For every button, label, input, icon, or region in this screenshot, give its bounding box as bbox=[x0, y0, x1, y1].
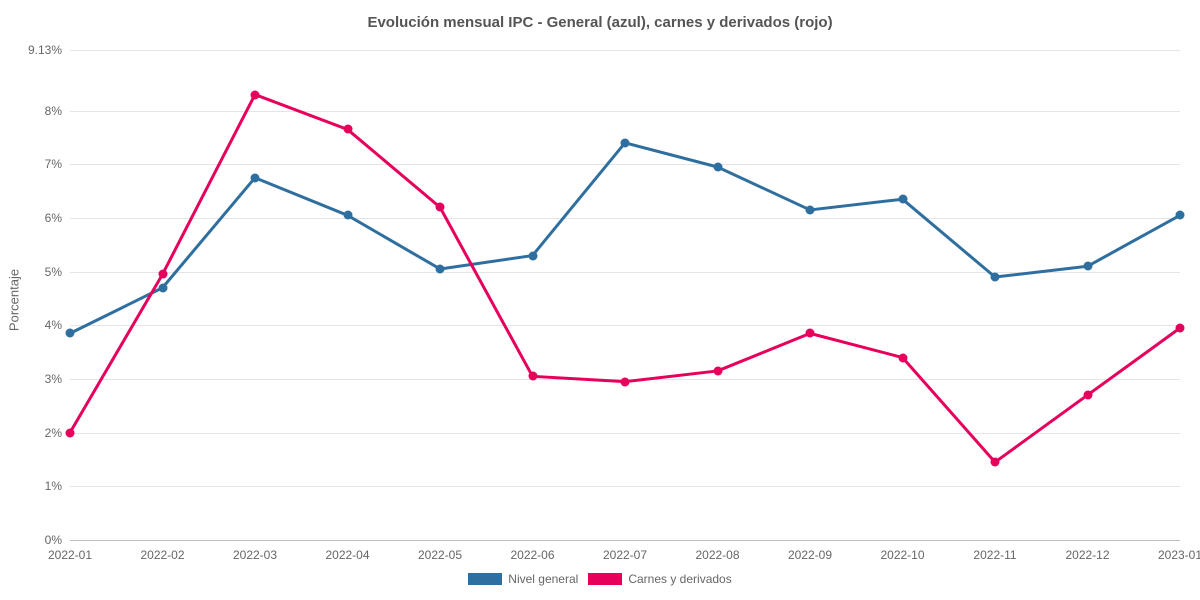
legend: Nivel general Carnes y derivados bbox=[0, 572, 1200, 586]
x-tick-label: 2022-10 bbox=[880, 540, 924, 562]
y-tick-label: 7% bbox=[45, 157, 70, 171]
x-axis-line bbox=[70, 540, 1180, 541]
y-tick-label: 1% bbox=[45, 479, 70, 493]
y-axis-label: Porcentaje bbox=[7, 269, 22, 331]
legend-label: Nivel general bbox=[508, 572, 578, 586]
x-tick-label: 2022-07 bbox=[603, 540, 647, 562]
legend-swatch bbox=[468, 573, 502, 585]
data-point bbox=[66, 428, 75, 437]
x-tick-label: 2022-09 bbox=[788, 540, 832, 562]
data-point bbox=[343, 125, 352, 134]
chart-title: Evolución mensual IPC - General (azul), … bbox=[0, 14, 1200, 31]
x-tick-label: 2022-11 bbox=[973, 540, 1016, 562]
y-tick-label: 5% bbox=[45, 265, 70, 279]
x-tick-label: 2022-06 bbox=[510, 540, 554, 562]
plot-area: 0%1%2%3%4%5%6%7%8%9.13%2022-012022-02202… bbox=[70, 50, 1180, 540]
x-tick-label: 2022-01 bbox=[48, 540, 92, 562]
x-tick-label: 2023-01 bbox=[1158, 540, 1200, 562]
data-point bbox=[528, 372, 537, 381]
chart-container: Evolución mensual IPC - General (azul), … bbox=[0, 0, 1200, 600]
data-point bbox=[436, 203, 445, 212]
legend-swatch bbox=[588, 573, 622, 585]
x-tick-label: 2022-03 bbox=[233, 540, 277, 562]
data-point bbox=[713, 366, 722, 375]
data-point bbox=[898, 353, 907, 362]
y-tick-label: 8% bbox=[45, 104, 70, 118]
legend-label: Carnes y derivados bbox=[628, 572, 731, 586]
data-point bbox=[621, 377, 630, 386]
data-point bbox=[251, 90, 260, 99]
legend-item: Carnes y derivados bbox=[588, 572, 731, 586]
y-tick-label: 9.13% bbox=[28, 43, 70, 57]
x-tick-label: 2022-08 bbox=[695, 540, 739, 562]
x-tick-label: 2022-04 bbox=[325, 540, 369, 562]
y-tick-label: 3% bbox=[45, 372, 70, 386]
x-tick-label: 2022-12 bbox=[1065, 540, 1109, 562]
x-tick-label: 2022-02 bbox=[140, 540, 184, 562]
x-tick-label: 2022-05 bbox=[418, 540, 462, 562]
series-line-1 bbox=[70, 50, 1180, 540]
y-tick-label: 6% bbox=[45, 211, 70, 225]
data-point bbox=[806, 329, 815, 338]
data-point bbox=[1176, 324, 1185, 333]
legend-item: Nivel general bbox=[468, 572, 578, 586]
data-point bbox=[1083, 391, 1092, 400]
data-point bbox=[158, 270, 167, 279]
data-point bbox=[991, 458, 1000, 467]
